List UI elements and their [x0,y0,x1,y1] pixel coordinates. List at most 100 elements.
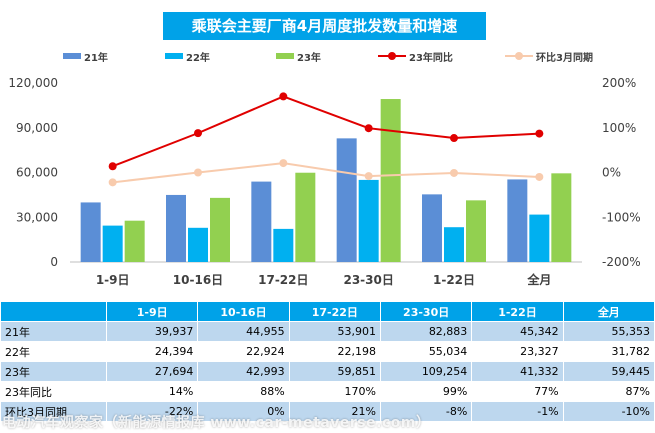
table-cell: -8% [379,401,473,422]
table-cell: 22,198 [288,341,381,362]
legend-swatch [63,53,81,59]
x-tick-label: 1-22日 [433,273,475,287]
table-header-cell: 17-22日 [288,301,381,322]
table-cell: 87% [562,381,655,402]
bar-22年 [358,179,379,262]
legend-line-marker [378,52,406,60]
table-cell: 22,924 [197,341,290,362]
bar-21年 [336,138,357,262]
bar-23年 [466,200,486,262]
table-cell: 170% [288,381,381,402]
table-row: 22年 24,394 22,924 22,198 55,034 23,327 3… [0,341,655,362]
table-header-corner [0,301,107,322]
table-cell: -10% [562,401,655,422]
bar-22年 [529,214,550,262]
table-cell: -1% [471,401,564,422]
table-cell: 44,955 [197,321,290,342]
legend-label: 环比3月同期 [536,52,593,64]
table-header-cell: 1-22日 [471,301,564,322]
point-环比3月同期 [108,178,117,187]
point-环比3月同期 [364,172,373,181]
bar-22年 [188,227,208,262]
legend-dot [515,52,523,60]
x-tick-label: 全月 [526,272,551,287]
table-cell: 24,394 [105,341,199,362]
row-label: 环比3月同期 [0,401,107,422]
point-23年同比 [535,129,544,138]
bar-23年 [210,197,230,262]
x-tick-label: 17-22日 [258,273,308,287]
point-环比3月同期 [535,172,544,181]
bar-21年 [251,181,272,262]
table-header-cell: 全月 [562,301,655,322]
table-cell: 59,445 [562,361,655,382]
legend-swatch [165,53,183,59]
point-环比3月同期 [279,159,288,168]
x-tick-label: 23-30日 [343,273,393,287]
legend-item: 环比3月同期 [505,48,593,64]
table-row: 23年同比 14% 88% 170% 99% 77% 87% [0,381,655,402]
point-23年同比 [364,124,373,133]
y-left-tick-label: 60,000 [16,166,58,180]
table-cell: 27,694 [105,361,199,382]
table-cell: 55,034 [379,341,473,362]
table-cell: 53,901 [288,321,381,342]
y-left-tick-label: 0 [50,255,58,269]
y-right-tick-label: 200% [602,76,636,90]
legend-label: 23年 [297,52,321,64]
bar-22年 [102,225,123,262]
data-table: 1-9日 10-16日 17-22日 23-30日 1-22日 全月 21年 3… [0,301,655,422]
bar-21年 [80,202,101,262]
y-right-tick-label: 0% [602,166,621,180]
chart-title: 乘联会主要厂商4月周度批发数量和增速 [163,12,486,40]
table-cell: 39,937 [105,321,199,342]
table-cell: -22% [105,401,199,422]
legend-item: 21年 [63,48,108,64]
bar-22年 [444,227,464,262]
bar-22年 [273,228,294,262]
bar-21年 [507,179,528,262]
row-label: 22年 [0,341,107,362]
line-环比3月同期 [112,162,540,184]
bar-21年 [166,194,186,262]
table-header-row: 1-9日 10-16日 17-22日 23-30日 1-22日 全月 [0,301,655,322]
table-cell: 77% [471,381,564,402]
point-23年同比 [194,129,202,138]
table-cell: 59,851 [288,361,381,382]
point-环比3月同期 [450,168,458,177]
legend-label: 23年同比 [409,52,453,64]
table-cell: 14% [105,381,199,402]
table-cell: 23,327 [471,341,564,362]
point-23年同比 [279,92,288,101]
legend-item: 22年 [165,48,210,64]
y-left-tick-label: 30,000 [16,210,58,224]
bar-23年 [124,220,145,262]
chart-plot: 0 30,000 60,000 90,000 120,000 -200% -100% 0% 10… [8,76,641,287]
bar-23年 [295,172,316,262]
point-23年同比 [108,162,117,171]
table-header-cell: 23-30日 [379,301,473,322]
table-cell: 55,353 [562,321,655,342]
chart-legend: 21年 22年 23年 23年同比 环比3月同期 [0,48,655,64]
legend-item: 23年 [276,48,321,64]
table-cell: 31,782 [562,341,655,362]
row-label: 23年 [0,361,107,382]
table-row: 环比3月同期 -22% 0% 21% -8% -1% -10% [0,401,655,422]
table-cell: 82,883 [379,321,473,342]
table-cell: 21% [288,401,381,422]
legend-label: 21年 [84,52,108,64]
legend-line-marker [505,52,533,60]
y-left-tick-label: 120,000 [8,76,58,90]
y-right-tick-label: -200% [602,255,641,269]
table-row: 21年 39,937 44,955 53,901 82,883 45,342 5… [0,321,655,342]
bar-21年 [422,194,442,262]
table-cell: 88% [197,381,290,402]
table-header-cell: 10-16日 [197,301,290,322]
table-cell: 42,993 [197,361,290,382]
row-label: 23年同比 [0,381,107,402]
row-label: 21年 [0,321,107,342]
table-cell: 99% [379,381,473,402]
bar-23年 [380,99,401,262]
legend-dot [388,52,396,60]
table-row: 23年 27,694 42,993 59,851 109,254 41,332 … [0,361,655,382]
